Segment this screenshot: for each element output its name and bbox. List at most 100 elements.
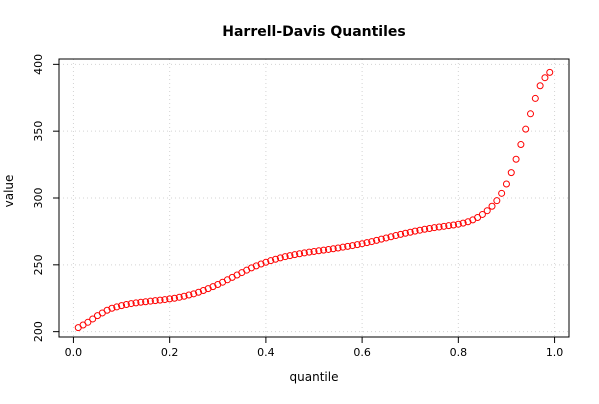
y-tick-label: 250	[32, 254, 45, 275]
y-axis: 200 250 300 350 400	[32, 54, 59, 342]
data-point	[459, 219, 467, 227]
y-axis-title: value	[2, 175, 16, 208]
data-point	[363, 239, 371, 247]
data-point	[546, 68, 554, 76]
data-point	[281, 253, 289, 261]
data-point	[127, 300, 135, 308]
x-tick-label: 0.4	[257, 346, 275, 359]
data-points	[74, 68, 554, 332]
y-tick-label: 300	[32, 188, 45, 209]
data-point	[348, 242, 356, 250]
data-point	[411, 227, 419, 235]
data-point	[527, 110, 535, 118]
data-point	[142, 298, 150, 306]
data-point	[276, 254, 284, 262]
data-point	[175, 293, 183, 301]
data-point	[108, 304, 116, 312]
data-point	[334, 244, 342, 252]
data-point	[118, 302, 126, 310]
data-point	[474, 214, 482, 222]
data-point	[324, 245, 332, 253]
data-point	[113, 303, 121, 311]
data-point	[454, 220, 462, 228]
data-point	[286, 252, 294, 260]
data-point	[252, 262, 260, 270]
x-tick-label: 0.0	[65, 346, 83, 359]
x-axis: 0.0 0.2 0.4 0.6 0.8 1.0	[65, 337, 564, 359]
data-point	[257, 260, 265, 268]
data-point	[300, 249, 308, 257]
data-point	[156, 296, 164, 304]
data-point	[358, 240, 366, 248]
data-point	[315, 247, 323, 255]
data-point	[166, 295, 174, 303]
data-point	[522, 125, 530, 133]
data-point	[137, 298, 145, 306]
data-point	[377, 235, 385, 243]
data-point	[180, 292, 188, 300]
data-point	[493, 197, 501, 205]
data-point	[146, 297, 154, 305]
data-point	[397, 230, 405, 238]
data-point	[512, 155, 520, 163]
grid	[59, 59, 569, 337]
data-point	[199, 286, 207, 294]
y-tick-label: 350	[32, 121, 45, 142]
y-tick-label: 200	[32, 321, 45, 342]
data-point	[382, 234, 390, 242]
data-point	[517, 141, 525, 149]
data-point	[89, 315, 97, 323]
x-tick-label: 0.6	[353, 346, 371, 359]
data-point	[541, 74, 549, 82]
chart-title: Harrell-Davis Quantiles	[222, 24, 405, 40]
data-point	[478, 210, 486, 218]
data-point	[310, 247, 318, 255]
data-point	[401, 229, 409, 237]
data-point	[445, 222, 453, 230]
data-point	[488, 202, 496, 210]
data-point	[291, 251, 299, 259]
data-point	[267, 257, 275, 265]
data-point	[373, 236, 381, 244]
data-point	[536, 82, 544, 90]
x-axis-title: quantile	[290, 370, 339, 384]
data-point	[440, 222, 448, 230]
data-point	[339, 243, 347, 251]
data-point	[483, 207, 491, 215]
x-tick-label: 1.0	[546, 346, 564, 359]
data-point	[296, 250, 304, 258]
data-point	[353, 241, 361, 249]
data-point	[430, 224, 438, 232]
x-tick-label: 0.2	[161, 346, 179, 359]
data-point	[170, 294, 178, 302]
data-point	[416, 226, 424, 234]
data-point	[425, 224, 433, 232]
data-point	[320, 246, 328, 254]
data-point	[531, 94, 539, 102]
data-point	[190, 290, 198, 298]
data-point	[305, 248, 313, 256]
data-point	[329, 245, 337, 253]
data-point	[435, 223, 443, 231]
data-point	[161, 296, 169, 304]
y-tick-label: 400	[32, 54, 45, 75]
data-point	[387, 233, 395, 241]
x-tick-label: 0.8	[450, 346, 468, 359]
data-point	[507, 169, 515, 177]
data-point	[151, 297, 159, 305]
data-point	[421, 225, 429, 233]
data-point	[502, 180, 510, 188]
data-point	[122, 301, 130, 309]
data-point	[392, 232, 400, 240]
data-point	[132, 299, 140, 307]
data-point	[498, 189, 506, 197]
data-point	[262, 258, 270, 266]
data-point	[272, 255, 280, 263]
data-point	[464, 218, 472, 226]
data-point	[84, 318, 92, 326]
data-point	[195, 288, 203, 296]
data-point	[344, 242, 352, 250]
data-point	[450, 221, 458, 229]
